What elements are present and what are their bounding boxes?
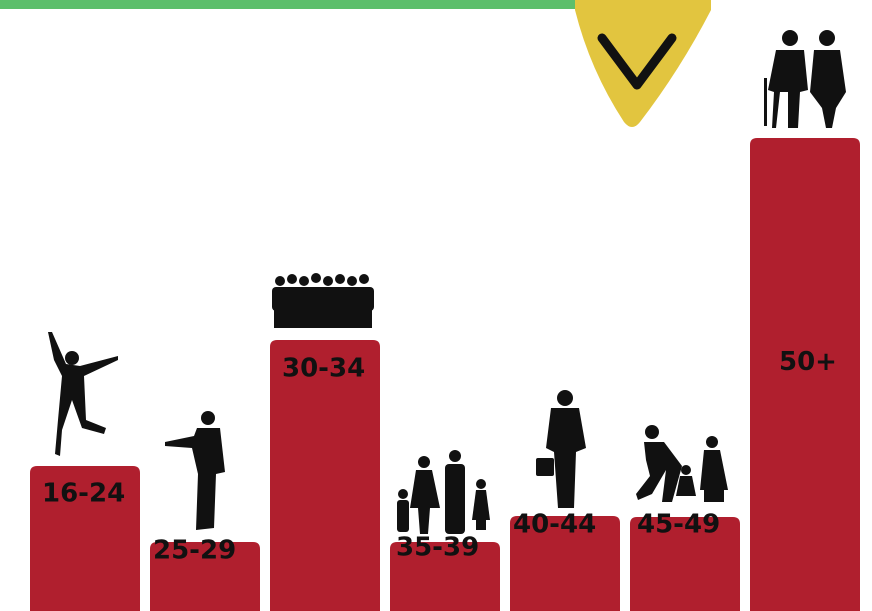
bar-label: 45-49 [637,510,720,540]
page: 16-2425-2930-3435-3940-4445-4950+ (() =>… [0,0,872,611]
bar-label: 50+ [779,347,837,377]
chart: 16-24 25-29 30-34 35-39 40-44 45-49 50+ [0,0,872,611]
silhouettes [48,30,846,534]
badge [575,0,711,127]
bar-label: 25-29 [153,536,236,566]
bar-label: 40-44 [513,510,596,540]
bar-label: 30-34 [282,354,365,384]
bar-label: 16-24 [42,479,125,509]
bar-label: 35-39 [396,533,479,563]
